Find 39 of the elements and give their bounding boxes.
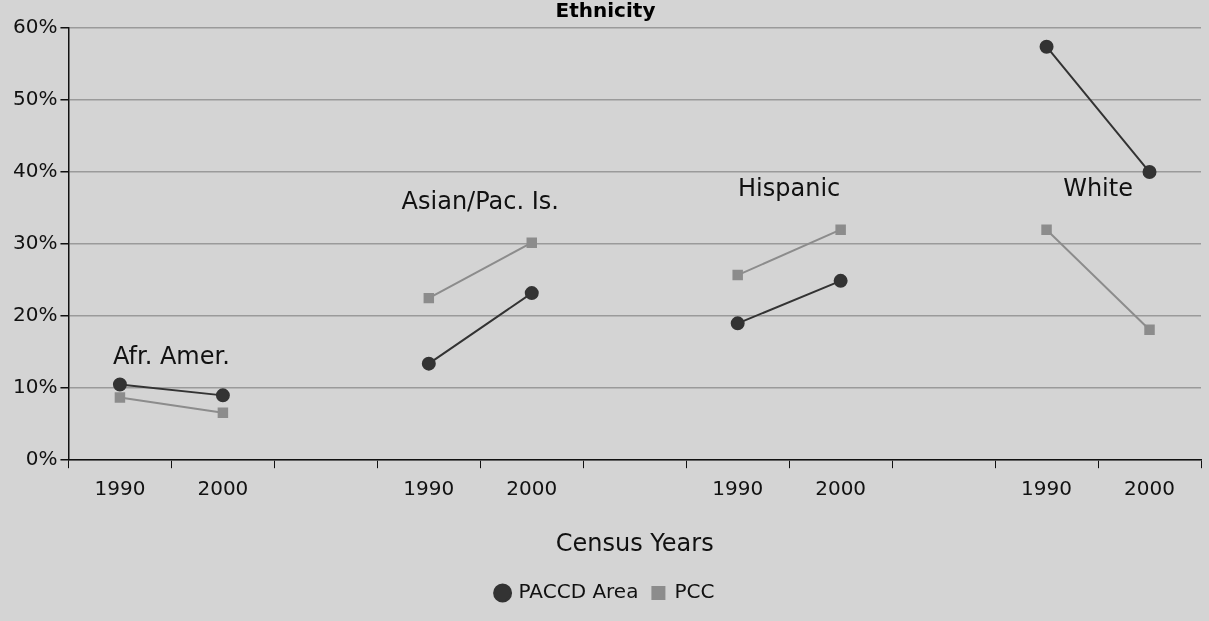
point	[423, 292, 435, 304]
x-tick-label: 2000	[197, 476, 249, 501]
y-tick-label: 10%	[13, 374, 58, 399]
y-tick-label: 30%	[13, 230, 58, 255]
point	[421, 356, 436, 371]
chart-title: Ethnicity	[555, 0, 656, 23]
x-tick-label: 1990	[403, 476, 455, 501]
y-tick-label: 0%	[25, 446, 58, 471]
annotation: Afr. Amer.	[113, 341, 230, 370]
point	[833, 273, 848, 288]
point	[112, 377, 127, 392]
y-tick-label: 50%	[13, 86, 58, 111]
point	[1144, 324, 1155, 336]
y-tick-label: 60%	[13, 14, 58, 39]
legend-label: PACCD Area	[518, 579, 639, 604]
annotation: Hispanic	[738, 173, 841, 202]
point	[730, 316, 745, 331]
x-tick-label: 1990	[1021, 476, 1073, 501]
point	[732, 269, 743, 281]
x-tick-label: 2000	[1124, 476, 1175, 501]
x-tick-label: 2000	[506, 476, 558, 501]
x-tick-label: 1990	[712, 476, 764, 501]
point	[1041, 224, 1052, 235]
point	[1142, 165, 1157, 180]
point	[215, 388, 230, 403]
legend-label: PCC	[674, 579, 715, 604]
y-tick-label: 40%	[13, 158, 58, 183]
point	[526, 237, 538, 248]
point	[835, 224, 846, 235]
y-tick-label: 20%	[13, 302, 58, 327]
annotation: White	[1063, 173, 1133, 202]
point	[1039, 39, 1054, 54]
point	[114, 392, 126, 403]
annotation: Asian/Pac. Is.	[401, 186, 559, 215]
point	[217, 407, 229, 418]
point	[524, 286, 539, 301]
x-axis-title: Census Years	[555, 528, 714, 557]
x-tick-label: 2000	[815, 476, 867, 501]
x-tick-label: 1990	[94, 476, 146, 501]
